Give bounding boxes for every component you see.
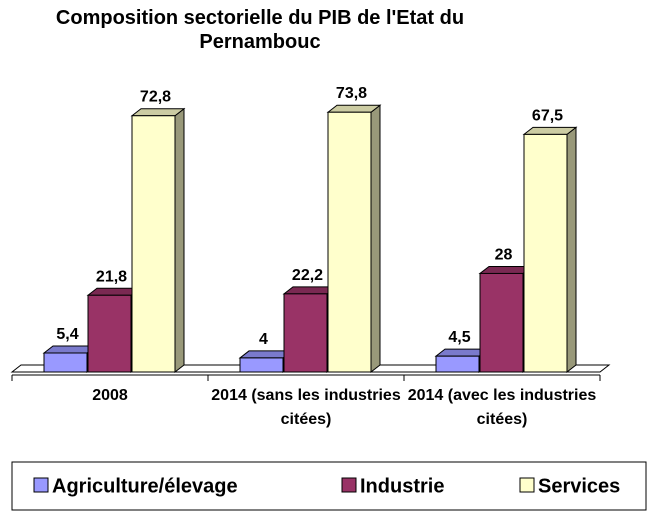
bar xyxy=(131,115,176,373)
bar-top xyxy=(130,108,186,117)
bar xyxy=(87,294,132,373)
bar xyxy=(283,293,328,373)
x-tick-label: 2014 (sans les industries citées) xyxy=(211,387,401,428)
bar-top xyxy=(326,104,382,113)
chart-title: Composition sectorielle du PIB de l'Etat… xyxy=(55,7,465,53)
x-tick-label: 2014 (avec les industries citées) xyxy=(407,387,597,428)
legend-label: Agriculture/élevage xyxy=(52,475,238,497)
bar-side xyxy=(566,126,577,374)
data-label: 4,5 xyxy=(448,329,470,346)
data-label: 21,8 xyxy=(96,268,127,285)
bar xyxy=(435,355,480,373)
bar-side xyxy=(370,104,381,374)
legend-swatch xyxy=(341,477,357,493)
legend-box xyxy=(11,461,647,511)
bar xyxy=(43,352,88,373)
data-label: 4 xyxy=(259,331,268,348)
legend-swatch xyxy=(33,477,49,493)
bar xyxy=(479,272,524,373)
bar-side xyxy=(174,107,185,374)
bar-top xyxy=(522,126,578,135)
data-label: 67,5 xyxy=(532,107,563,124)
bar xyxy=(239,357,284,373)
data-label: 5,4 xyxy=(56,326,78,343)
x-tick-label: 2008 xyxy=(92,387,128,404)
data-label: 73,8 xyxy=(336,85,367,102)
bar xyxy=(327,111,372,373)
legend-label: Services xyxy=(538,475,620,497)
data-label: 22,2 xyxy=(292,267,323,284)
legend-label: Industrie xyxy=(360,475,444,497)
data-label: 72,8 xyxy=(140,89,171,106)
data-label: 28 xyxy=(495,246,513,263)
legend-swatch xyxy=(519,477,535,493)
bar xyxy=(523,133,568,373)
